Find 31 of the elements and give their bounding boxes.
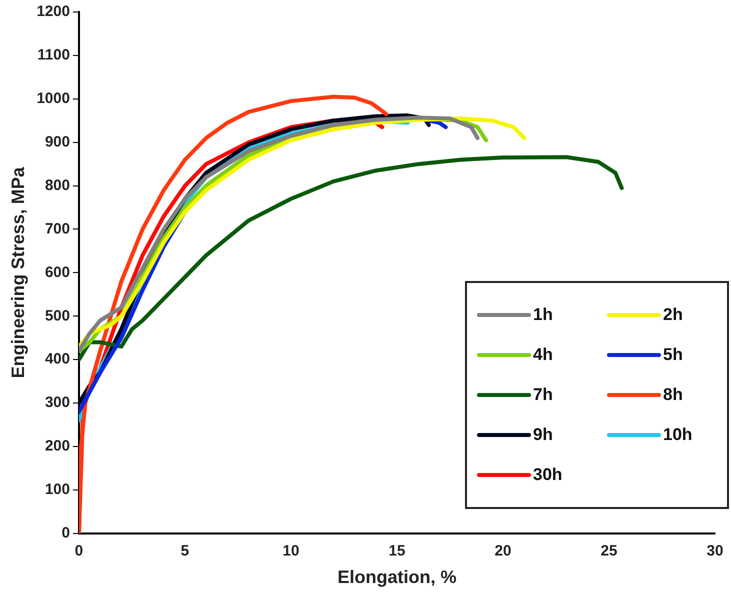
legend-label: 10h <box>663 425 692 446</box>
x-tick-label: 0 <box>74 542 84 560</box>
legend-label: 7h <box>533 385 553 406</box>
y-axis-title: Engineering Stress, MPa <box>8 166 28 378</box>
y-tick-label: 1100 <box>37 46 70 64</box>
y-tick-label: 1200 <box>36 3 70 20</box>
y-tick-label: 100 <box>44 481 70 498</box>
legend-label: 8h <box>663 385 683 406</box>
x-tick-label: 15 <box>388 542 406 560</box>
legend-label: 2h <box>663 305 683 326</box>
x-axis-title: Elongation, % <box>337 567 456 588</box>
y-tick-label: 1000 <box>36 90 70 108</box>
y-tick-label: 800 <box>44 176 70 194</box>
y-tick-label: 400 <box>44 350 70 368</box>
legend-label: 4h <box>533 345 553 366</box>
y-tick-label: 900 <box>44 133 70 150</box>
x-tick-label: 30 <box>706 542 724 560</box>
y-tick-label: 200 <box>44 438 70 455</box>
legend-label: 1h <box>533 305 553 326</box>
legend-label: 30h <box>533 465 562 486</box>
y-tick-label: 300 <box>44 394 70 412</box>
x-tick-label: 25 <box>600 542 618 560</box>
x-tick-label: 20 <box>494 542 512 560</box>
y-tick-label: 500 <box>44 307 70 324</box>
y-tick-label: 700 <box>44 220 70 238</box>
x-tick-label: 5 <box>180 542 190 560</box>
legend-label: 9h <box>533 425 553 446</box>
y-tick-label: 600 <box>44 264 70 281</box>
x-tick-label: 10 <box>282 542 300 560</box>
y-tick-label: 0 <box>62 524 70 542</box>
legend-label: 5h <box>663 345 683 366</box>
